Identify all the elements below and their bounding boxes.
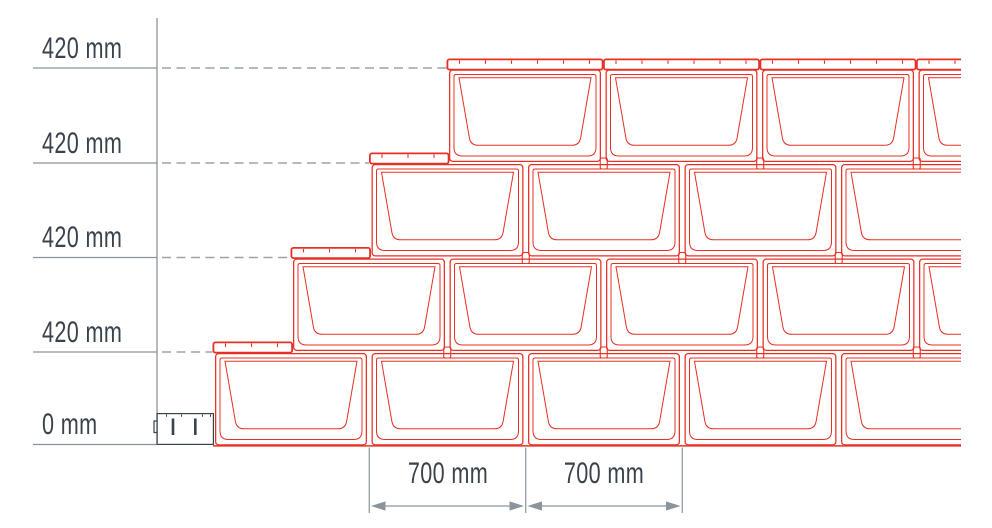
height-label-420-4: 420 mm	[42, 32, 123, 65]
step-cap	[290, 246, 372, 260]
wall-block	[684, 164, 837, 257]
arrowhead-left	[371, 501, 386, 511]
height-label-0: 0 mm	[42, 408, 98, 441]
wall-block	[841, 353, 961, 446]
level-dashed-lines	[162, 67, 447, 353]
height-label-420-3: 420 mm	[42, 127, 123, 160]
wall-block	[762, 69, 914, 162]
coping-cap	[446, 58, 604, 71]
wall-block	[528, 353, 680, 446]
coping-cap	[916, 58, 961, 71]
coping-cap	[603, 58, 760, 71]
foundation-notch	[153, 420, 158, 434]
foundation-slot	[171, 418, 175, 435]
coping-cap	[759, 58, 917, 71]
wall-block	[606, 258, 758, 351]
foundation-block	[153, 413, 214, 445]
wall-block	[371, 164, 524, 257]
wall-block	[919, 258, 961, 351]
wall-block	[215, 353, 367, 446]
width-label-700-1: 700 mm	[407, 457, 488, 490]
wall-block	[762, 258, 915, 351]
bottom-dimension-lines	[368, 447, 683, 513]
wall-block	[841, 164, 961, 257]
wall-block	[371, 353, 524, 446]
wall-block	[605, 69, 758, 162]
arrowhead-right	[666, 501, 681, 511]
step-cap	[368, 152, 450, 165]
arrowhead-right	[509, 501, 524, 511]
foundation-slot	[194, 418, 197, 435]
step-cap	[212, 341, 294, 354]
wall-block	[918, 69, 961, 162]
wall-block	[449, 258, 602, 351]
wall-block	[449, 69, 601, 162]
height-label-420-1: 420 mm	[42, 316, 123, 349]
wall-block	[293, 258, 445, 351]
arrowhead-left	[527, 501, 542, 511]
width-label-700-2: 700 mm	[563, 457, 645, 490]
height-label-420-2: 420 mm	[42, 221, 123, 254]
block-wall	[212, 58, 961, 447]
level-axis	[33, 18, 158, 446]
wall-block	[528, 164, 680, 257]
wall-block	[684, 353, 837, 446]
